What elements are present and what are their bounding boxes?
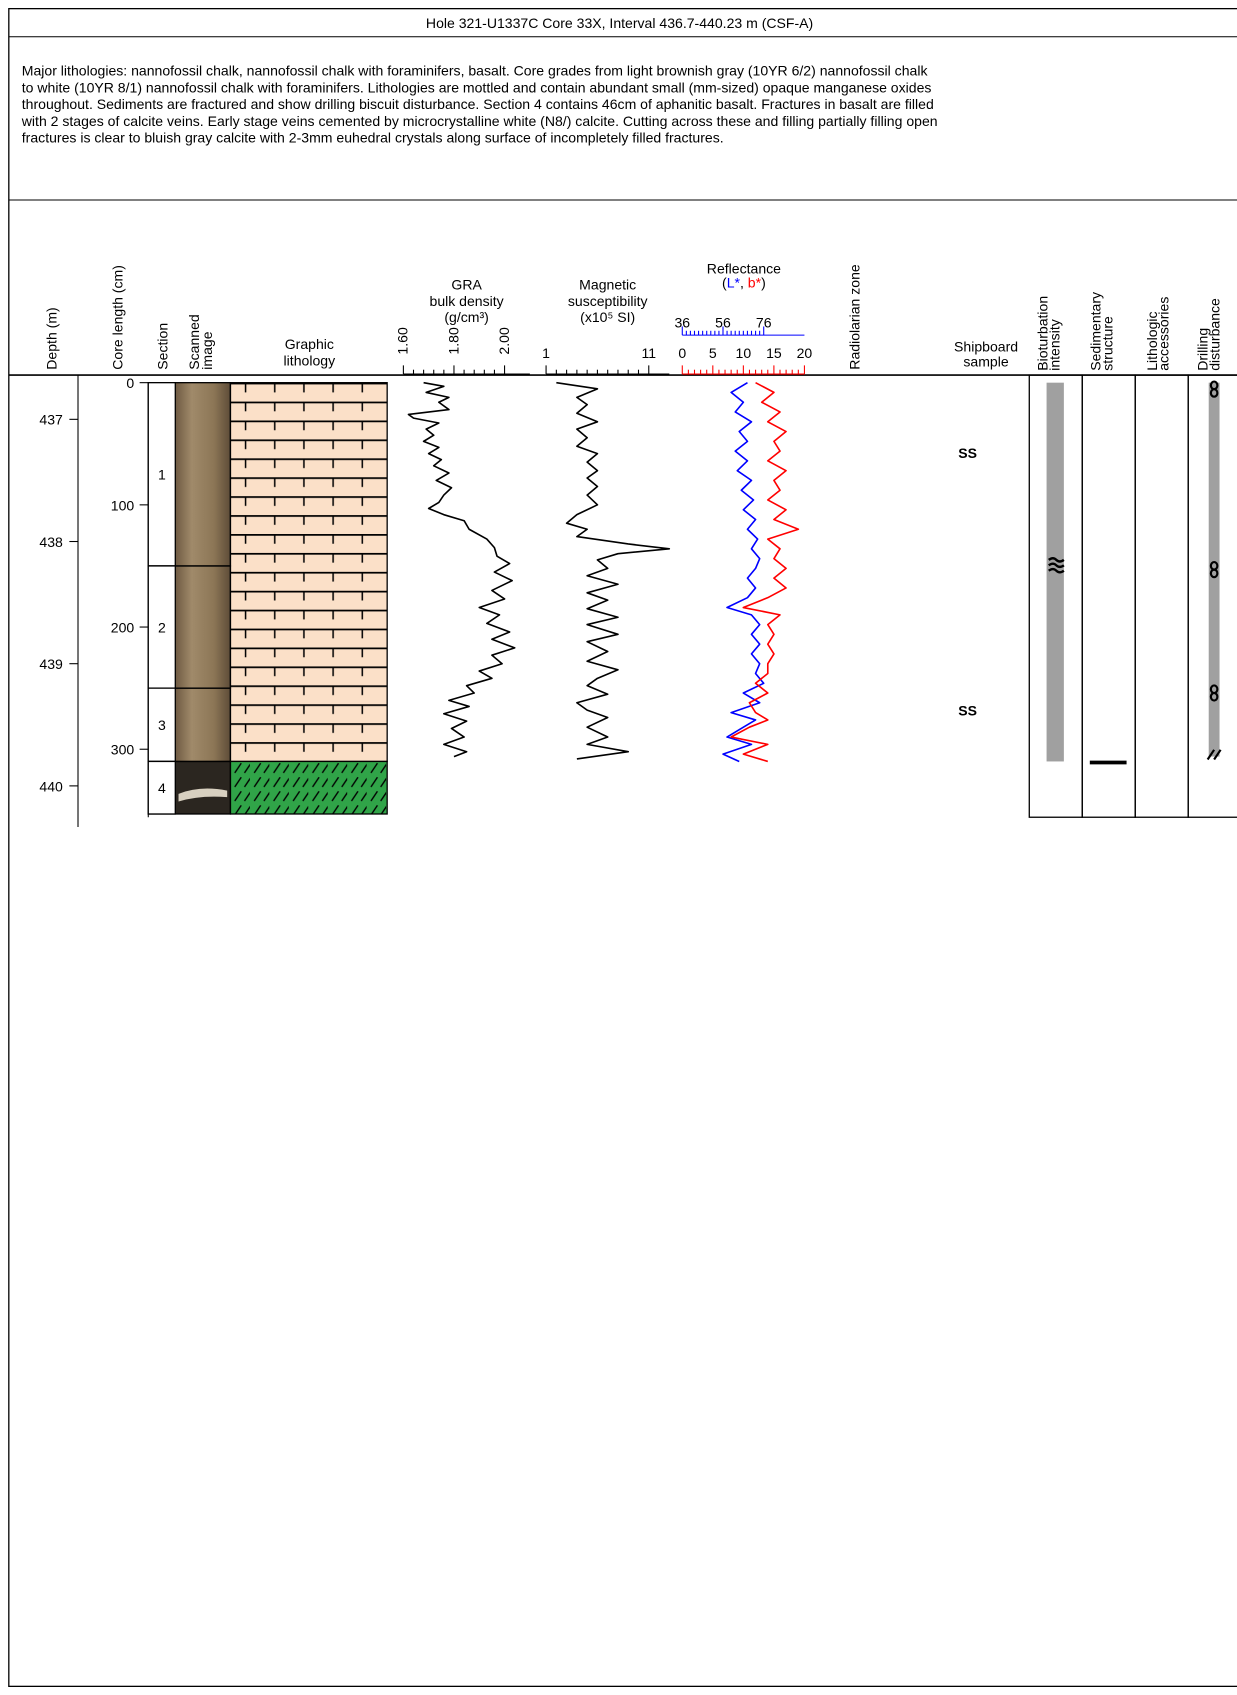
legend-part: b* [748, 275, 762, 291]
column-box [1134, 374, 1189, 818]
profile-line [556, 381, 671, 760]
depth-tick-label: 438 [39, 534, 63, 550]
column-header: accessories [1156, 297, 1172, 371]
column-header: Core length (cm) [109, 265, 125, 370]
depth-tick-label: 440 [39, 778, 63, 794]
column-header: Lithologic [1144, 311, 1160, 370]
depth-tick-label: 439 [39, 656, 63, 672]
chart-title: GRA [451, 277, 482, 293]
section-cell [147, 760, 176, 815]
chart-title: susceptibility [568, 293, 648, 309]
x-tick-label: 1.80 [445, 327, 461, 355]
bioturbation-bar [1046, 382, 1064, 762]
x-tick-label: 0 [678, 345, 686, 361]
profile-line [722, 381, 765, 763]
section-label: 2 [158, 619, 166, 635]
column-header: intensity [1047, 319, 1063, 371]
section-label: 3 [158, 717, 166, 733]
lithology-fill [229, 760, 388, 815]
column-header: Drilling [1195, 328, 1211, 371]
section-cell [147, 382, 176, 567]
core-image [175, 382, 231, 762]
description-line: fractures is clear to bluish gray calcit… [22, 130, 724, 146]
biscuit-symbol [1209, 691, 1219, 702]
bioturbation-symbol [1048, 557, 1065, 563]
x-tick-label: 15 [766, 345, 782, 361]
x-tick-label: 2.00 [496, 327, 512, 355]
biscuit-symbol [1209, 568, 1219, 579]
section-cell [147, 687, 176, 763]
column-box [1187, 374, 1237, 818]
column-header: Depth (m) [43, 307, 59, 369]
column-header: Sedimentary [1088, 292, 1104, 371]
sample-label: SS [958, 445, 977, 461]
chart-title: (g/cm³) [444, 309, 488, 325]
core-vein [178, 788, 228, 802]
length-tick-label: 300 [111, 742, 135, 758]
length-tick-label: 200 [111, 619, 135, 635]
legend: (L*, b*) [722, 275, 766, 291]
chart-title: bulk density [430, 293, 504, 309]
legend-part: L* [727, 275, 741, 291]
profile-line [407, 381, 516, 758]
description-line: throughout. Sediments are fractured and … [22, 96, 934, 112]
column-header: Radiolarian zone [847, 264, 863, 370]
description-line: to white (10YR 8/1) nannofossil chalk wi… [22, 79, 932, 95]
bioturbation-symbol [1048, 562, 1065, 569]
profile-line [730, 381, 800, 763]
core-image [175, 761, 231, 814]
x-tick-label: 10 [736, 345, 752, 361]
legend-part: ( [722, 275, 727, 291]
length-tick-label: 0 [126, 375, 134, 391]
column-header: disturbance [1207, 298, 1223, 371]
legend-part: ) [761, 275, 766, 291]
frame [8, 7, 1237, 1688]
description-line: Major lithologies: nannofossil chalk, na… [22, 63, 929, 79]
column-box [1081, 374, 1136, 818]
x-tick-label: 1.60 [395, 327, 411, 355]
x-tick-label: 56 [715, 315, 731, 331]
legend-part: , [740, 275, 748, 291]
title: Hole 321-U1337C Core 33X, Interval 436.7… [426, 15, 813, 31]
section-label: 4 [158, 780, 166, 796]
chart-title: (x10⁵ SI) [580, 309, 635, 325]
fracture-symbol [1206, 749, 1222, 761]
x-tick-label: 36 [674, 315, 690, 331]
column-header: Graphic [285, 336, 334, 352]
x-tick-label: 5 [709, 345, 717, 361]
column-header: Section [155, 323, 171, 370]
column-header: Shipboard [954, 338, 1018, 354]
section-cell [147, 565, 176, 689]
bioturbation-symbol [1048, 567, 1065, 574]
biscuit-symbol [1209, 388, 1219, 398]
description-line: with 2 stages of calcite veins. Early st… [21, 113, 938, 129]
depth-tick-label: 437 [39, 412, 63, 428]
x-tick-label: 20 [797, 345, 813, 361]
sample-label: SS [958, 703, 977, 719]
column-header: Scanned [186, 314, 202, 369]
column-header: image [199, 331, 215, 369]
length-tick-label: 100 [111, 497, 135, 513]
x-tick-label: 1 [542, 345, 550, 361]
chart-title: Magnetic [579, 277, 636, 293]
column-header: sample [963, 353, 1008, 369]
section-label: 1 [158, 467, 166, 483]
chart-title: Reflectance [707, 260, 781, 276]
column-header: lithology [284, 352, 336, 368]
lithology-fill [229, 382, 388, 763]
x-tick-label: 11 [641, 345, 656, 361]
column-header: structure [1100, 316, 1116, 371]
column-header: Bioturbation [1035, 296, 1051, 371]
x-tick-label: 76 [756, 315, 772, 331]
